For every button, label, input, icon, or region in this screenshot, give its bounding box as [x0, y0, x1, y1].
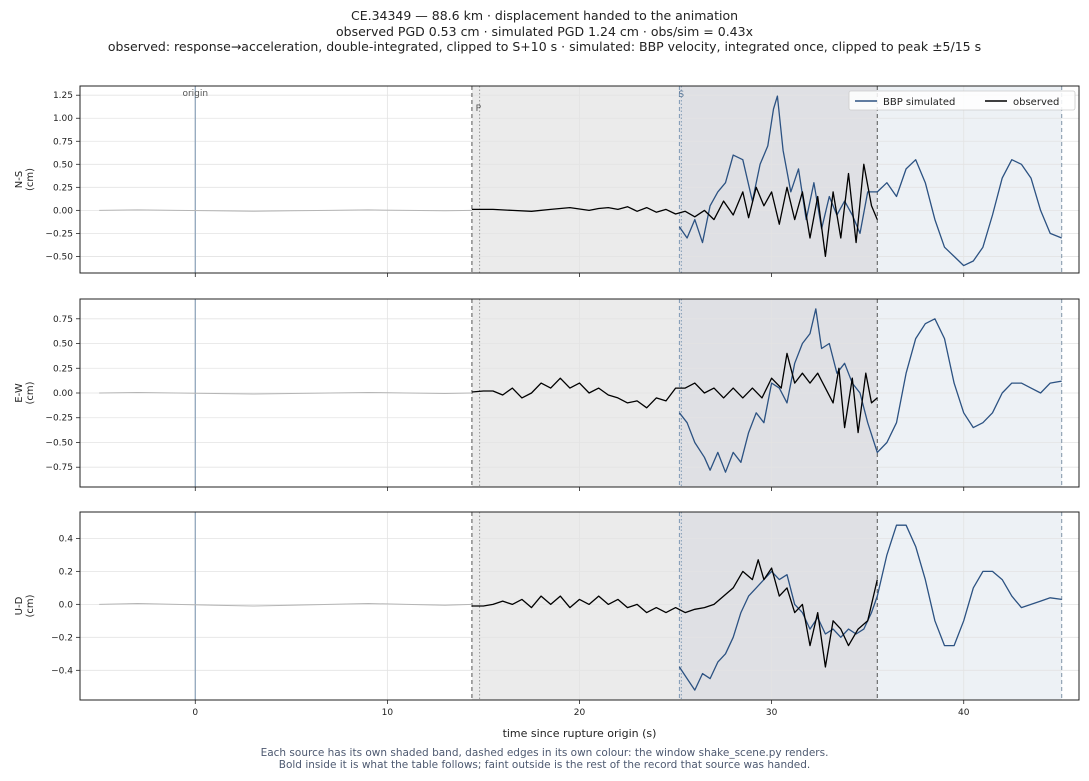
y-tick-label: 0.75: [53, 137, 73, 147]
x-tick-label: 40: [958, 708, 970, 718]
origin-label: origin: [182, 89, 208, 99]
observed-faint-line: [99, 392, 472, 395]
y-tick-label: −0.75: [45, 463, 73, 473]
legend-simulated-label: BBP simulated: [883, 97, 955, 108]
y-tick-label: 0.25: [53, 183, 73, 193]
y-tick-label: 0.00: [53, 389, 73, 399]
y-tick-label: 0.25: [53, 364, 73, 374]
y-tick-label: 0.4: [59, 534, 74, 544]
x-tick-label: 20: [574, 708, 586, 718]
y-axis-label-line: N-S: [14, 171, 25, 188]
figure-footer: Each source has its own shaded band, das…: [0, 747, 1089, 771]
observed-line: [471, 163, 878, 258]
y-tick-label: 0.75: [53, 315, 73, 325]
title-line-2: observed PGD 0.53 cm · simulated PGD 1.2…: [336, 23, 753, 39]
y-tick-label: 0.2: [59, 567, 73, 577]
observed-faint-line: [99, 603, 472, 607]
y-axis-label-line: (cm): [25, 168, 36, 191]
y-axis-label-line: E-W: [14, 383, 25, 403]
y-tick-label: 0.50: [53, 160, 73, 170]
observed-faint-line: [99, 209, 472, 212]
y-axis-label-line: U-D: [14, 596, 25, 615]
simulated-window-band: [877, 512, 1062, 700]
panel-2: −0.75 −0.50 −0.25 0.00 0.25 0.50 0.75 E-W(cm): [14, 298, 1080, 491]
x-tick-label: 30: [766, 708, 778, 718]
title-line-3: observed: response→acceleration, double-…: [107, 39, 982, 54]
y-tick-label: 0.0: [59, 600, 74, 610]
overlap-window-band: [679, 512, 878, 700]
s-label: S: [678, 90, 684, 100]
observed-line: [471, 352, 878, 434]
panel-1: origin P S −0.50 −0.25 0.00 0.25 0.50 0.75 1.00 1.…: [14, 85, 1080, 277]
y-tick-label: −0.2: [51, 633, 73, 643]
observed-window-band: [471, 86, 680, 273]
title-line-1: CE.34349 — 88.6 km · displacement handed…: [350, 8, 739, 23]
simulated-line: [678, 308, 1062, 473]
y-axis-label-line: (cm): [25, 381, 36, 404]
x-axis-label: time since rupture origin (s): [503, 727, 657, 740]
simulated-line: [678, 524, 1062, 691]
y-tick-label: −0.50: [45, 438, 73, 448]
simulated-window-band: [877, 86, 1062, 273]
overlap-window-band: [679, 86, 878, 273]
x-tick-label: 10: [382, 708, 394, 718]
observed-line: [471, 559, 878, 668]
legend: BBP simulated observed: [848, 90, 1076, 111]
x-tick-label: 0: [192, 708, 198, 718]
legend-box: [848, 90, 1076, 111]
y-tick-label: −0.25: [45, 414, 73, 424]
y-tick-label: 0.00: [53, 206, 73, 216]
y-axis-label: E-W(cm): [14, 381, 36, 404]
y-axis-label: N-S(cm): [14, 168, 36, 191]
legend-observed-label: observed: [1013, 97, 1059, 108]
simulated-line: [678, 95, 1062, 267]
y-tick-label: 1.00: [53, 114, 73, 124]
y-tick-label: −0.25: [45, 229, 73, 239]
y-axis-label-line: (cm): [25, 594, 36, 617]
y-tick-label: −0.4: [51, 666, 73, 676]
y-tick-label: −0.50: [45, 252, 73, 262]
y-tick-label: 1.25: [53, 91, 73, 101]
y-axis-label: U-D(cm): [14, 594, 36, 617]
p-label: P: [476, 104, 482, 114]
footer-line-1: Each source has its own shaded band, das…: [260, 747, 829, 759]
footer-line-2: Bold inside it is what the table follows…: [278, 759, 811, 771]
panel-3: −0.4 −0.2 0.0 0.2 0.4 0 10 20 30 40 U-D(cm): [14, 511, 1080, 718]
observed-window-band: [471, 512, 680, 700]
y-tick-label: 0.50: [53, 340, 73, 350]
figure-title: CE.34349 — 88.6 km · displacement handed…: [0, 8, 1089, 55]
